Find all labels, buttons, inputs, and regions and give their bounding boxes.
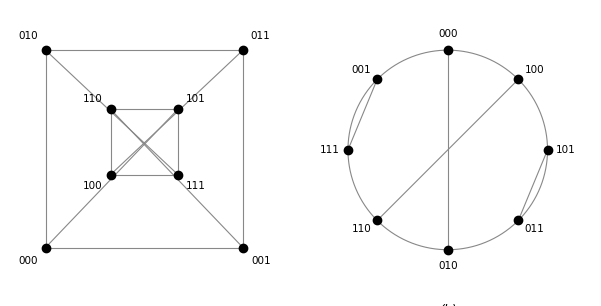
Text: 000: 000 xyxy=(438,29,457,39)
Text: 110: 110 xyxy=(352,225,371,234)
Text: 101: 101 xyxy=(186,95,206,104)
Text: 011: 011 xyxy=(525,225,544,234)
Text: (b): (b) xyxy=(439,304,457,306)
Text: 100: 100 xyxy=(525,65,544,75)
Text: 000: 000 xyxy=(18,256,37,267)
Text: 011: 011 xyxy=(251,31,270,41)
Text: 010: 010 xyxy=(438,261,457,271)
Text: 101: 101 xyxy=(555,145,575,155)
Text: 010: 010 xyxy=(18,31,37,41)
Text: 001: 001 xyxy=(251,256,270,267)
Text: 100: 100 xyxy=(83,181,103,191)
Text: 001: 001 xyxy=(352,65,371,75)
Text: 111: 111 xyxy=(320,145,340,155)
Text: 110: 110 xyxy=(83,95,103,104)
Text: 111: 111 xyxy=(186,181,206,191)
